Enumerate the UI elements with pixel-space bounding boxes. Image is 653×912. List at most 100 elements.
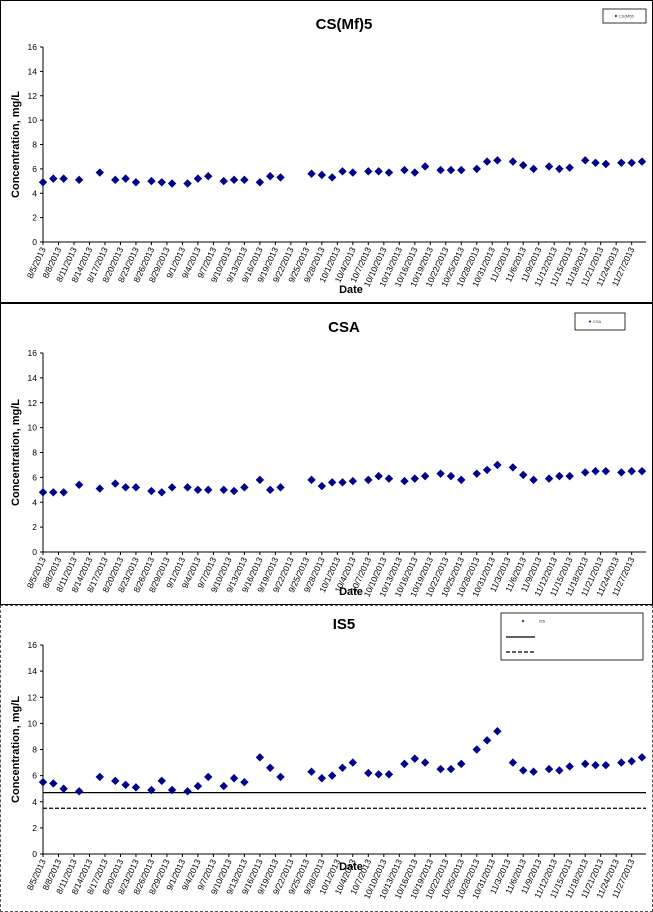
data-point bbox=[183, 787, 192, 796]
legend-label: CSA bbox=[593, 319, 602, 324]
data-point bbox=[240, 483, 249, 492]
y-tick-label: 4 bbox=[32, 497, 37, 507]
chart-title: CS(Mf)5 bbox=[316, 16, 373, 33]
y-axis-label: Concentration, mg/L bbox=[10, 696, 22, 803]
data-point bbox=[519, 766, 528, 775]
data-point bbox=[472, 745, 481, 754]
data-point bbox=[38, 178, 48, 187]
data-point bbox=[591, 760, 600, 770]
data-point bbox=[420, 758, 430, 767]
y-tick-label: 14 bbox=[28, 66, 38, 76]
data-point bbox=[240, 777, 249, 787]
data-point bbox=[157, 178, 166, 187]
data-point bbox=[529, 767, 538, 776]
chart-panel-is5: IS5 0 2 4 6 8 10 12 14 16 Concentration, mg/L 8/5/2… bbox=[0, 605, 653, 912]
data-point bbox=[374, 471, 383, 481]
data-point bbox=[193, 174, 203, 183]
data-point bbox=[364, 475, 373, 485]
data-point bbox=[637, 157, 647, 166]
data-point bbox=[327, 173, 337, 182]
data-point bbox=[276, 483, 285, 492]
data-point bbox=[255, 475, 265, 485]
data-point bbox=[204, 171, 213, 181]
data-point bbox=[529, 475, 538, 485]
data-point bbox=[59, 784, 68, 793]
data-point bbox=[482, 736, 492, 745]
y-tick-label: 8 bbox=[32, 745, 37, 755]
legend-marker bbox=[521, 619, 525, 623]
data-point bbox=[193, 485, 203, 495]
chart-panel-cs-mf5: CS(Mf)5 0 2 4 6 8 10 12 14 16 Concentration, mg/L 8… bbox=[0, 0, 653, 303]
data-point bbox=[348, 476, 358, 486]
data-point bbox=[493, 727, 502, 736]
data-point bbox=[374, 770, 383, 779]
data-point bbox=[446, 165, 456, 175]
data-point bbox=[111, 175, 120, 185]
data-point bbox=[193, 781, 203, 791]
data-point bbox=[219, 176, 228, 186]
data-point bbox=[457, 759, 466, 769]
data-point bbox=[167, 179, 177, 188]
x-axis-label: Date bbox=[339, 284, 363, 296]
data-point bbox=[229, 486, 239, 496]
data-point bbox=[436, 469, 445, 478]
data-point bbox=[482, 157, 492, 166]
data-point bbox=[601, 159, 611, 169]
y-axis-label: Concentration, mg/L bbox=[10, 399, 22, 506]
data-point bbox=[617, 758, 626, 767]
data-point bbox=[317, 170, 327, 180]
data-point bbox=[219, 485, 228, 495]
legend-marker bbox=[588, 320, 592, 323]
data-point bbox=[565, 762, 574, 771]
y-tick-label: 10 bbox=[28, 718, 38, 728]
data-point bbox=[111, 479, 120, 488]
data-point bbox=[276, 173, 285, 182]
data-point bbox=[219, 781, 228, 791]
y-tick-label: 4 bbox=[32, 797, 37, 807]
data-point bbox=[348, 758, 358, 767]
data-point bbox=[95, 484, 105, 493]
y-tick-label: 0 bbox=[32, 849, 37, 859]
data-point bbox=[364, 768, 373, 778]
data-point bbox=[384, 168, 394, 177]
data-point bbox=[519, 470, 528, 480]
data-point bbox=[348, 168, 358, 177]
data-point bbox=[482, 465, 492, 475]
data-point bbox=[59, 174, 68, 183]
data-point bbox=[204, 772, 213, 782]
data-point bbox=[384, 770, 394, 779]
data-point bbox=[601, 760, 611, 770]
data-point bbox=[544, 474, 554, 483]
data-point bbox=[266, 171, 275, 181]
data-point bbox=[446, 471, 456, 481]
data-point bbox=[229, 774, 239, 783]
data-point bbox=[121, 483, 130, 492]
y-tick-label: 6 bbox=[32, 472, 37, 482]
x-axis-label: Date bbox=[339, 586, 363, 598]
data-point bbox=[167, 483, 177, 492]
y-tick-label: 0 bbox=[32, 237, 37, 247]
chart-panel-csa: CSA 0 2 4 6 8 10 12 14 16 Concentration, mg/L 8/5/2… bbox=[0, 303, 653, 605]
y-tick-label: 2 bbox=[32, 823, 37, 833]
legend-box bbox=[574, 312, 626, 331]
y-tick-label: 12 bbox=[28, 692, 38, 702]
data-point bbox=[49, 174, 58, 183]
data-point bbox=[229, 175, 239, 185]
data-point bbox=[59, 488, 68, 497]
data-point bbox=[617, 468, 626, 477]
y-tick-label: 10 bbox=[28, 423, 38, 433]
data-point bbox=[601, 466, 611, 476]
data-point bbox=[364, 167, 373, 176]
data-point bbox=[338, 763, 347, 772]
data-point bbox=[307, 767, 316, 776]
data-point bbox=[555, 471, 564, 481]
y-tick-label: 6 bbox=[32, 164, 37, 174]
data-point bbox=[157, 776, 166, 786]
data-point bbox=[591, 158, 600, 167]
data-point bbox=[327, 478, 337, 487]
data-point bbox=[627, 158, 636, 167]
data-point bbox=[436, 764, 445, 774]
data-point bbox=[276, 772, 285, 782]
